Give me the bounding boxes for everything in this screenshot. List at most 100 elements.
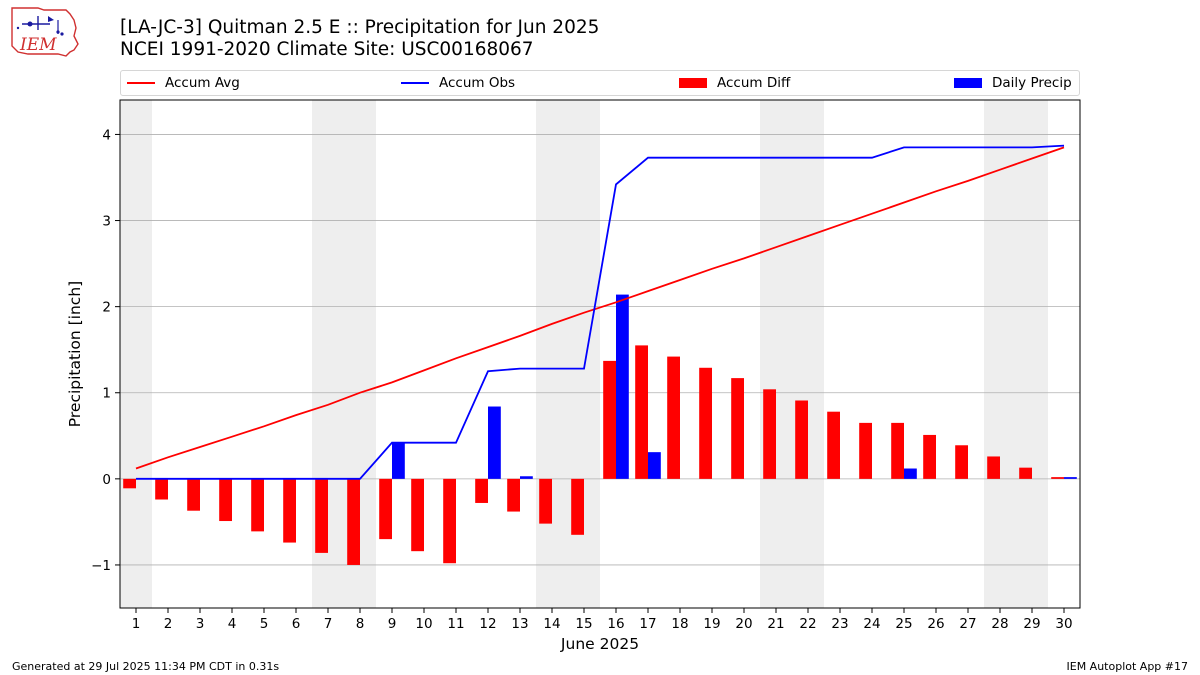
chart-legend: Accum Avg Accum Obs Accum Diff Daily Pre… bbox=[120, 70, 1080, 96]
legend-label-accum-avg: Accum Avg bbox=[165, 75, 240, 91]
accum-diff-bar bbox=[315, 478, 328, 553]
accum-diff-bar bbox=[699, 367, 712, 479]
daily-precip-bar bbox=[488, 406, 501, 479]
legend-item-accum-avg: Accum Avg bbox=[127, 71, 240, 95]
x-tick-label: 8 bbox=[356, 616, 365, 632]
accum-diff-bar bbox=[603, 360, 616, 479]
accum-diff-bar bbox=[539, 478, 552, 524]
x-tick-label: 29 bbox=[1023, 616, 1040, 632]
legend-swatch-accum-avg bbox=[127, 82, 155, 84]
x-tick-label: 30 bbox=[1055, 616, 1072, 632]
x-tick-label: 22 bbox=[799, 616, 816, 632]
legend-swatch-daily-precip bbox=[954, 78, 982, 88]
x-tick-label: 9 bbox=[388, 616, 397, 632]
accum-diff-bar bbox=[795, 400, 808, 479]
x-tick-label: 16 bbox=[607, 616, 624, 632]
accum-diff-bar bbox=[859, 422, 872, 479]
accum-diff-bar bbox=[475, 478, 488, 503]
accum-diff-bar bbox=[187, 478, 200, 511]
x-tick-label: 5 bbox=[260, 616, 269, 632]
accum-diff-bar bbox=[347, 478, 360, 565]
accum-diff-bar bbox=[411, 478, 424, 552]
x-tick-label: 19 bbox=[703, 616, 720, 632]
accum-diff-bar bbox=[763, 389, 776, 479]
footer-app-text: IEM Autoplot App #17 bbox=[1066, 660, 1189, 673]
accum-diff-bar bbox=[827, 411, 840, 479]
weekend-shade bbox=[984, 100, 1016, 608]
accum-diff-bar bbox=[1051, 477, 1064, 479]
y-tick-label: −1 bbox=[91, 558, 111, 574]
x-tick-label: 27 bbox=[959, 616, 976, 632]
daily-precip-bar bbox=[1064, 477, 1077, 479]
x-tick-label: 21 bbox=[767, 616, 784, 632]
legend-item-accum-obs: Accum Obs bbox=[401, 71, 515, 95]
x-tick-label: 10 bbox=[415, 616, 432, 632]
y-axis-label: Precipitation [inch] bbox=[66, 281, 84, 427]
accum-diff-bar bbox=[667, 356, 680, 479]
x-tick-label: 20 bbox=[735, 616, 752, 632]
daily-precip-bar bbox=[904, 468, 917, 479]
plot-frame bbox=[119, 99, 1081, 609]
accum-diff-bar bbox=[731, 378, 744, 479]
accum-diff-bar bbox=[891, 422, 904, 479]
weekend-shade bbox=[760, 100, 792, 608]
legend-label-daily-precip: Daily Precip bbox=[992, 75, 1072, 91]
x-tick-label: 23 bbox=[831, 616, 848, 632]
y-tick-label: 3 bbox=[102, 214, 111, 230]
accum-diff-bar bbox=[1019, 467, 1032, 479]
accum-diff-bar bbox=[379, 478, 392, 540]
x-tick-label: 1 bbox=[132, 616, 141, 632]
iem-logo: IEM bbox=[11, 7, 79, 57]
x-tick-label: 6 bbox=[292, 616, 301, 632]
legend-item-daily-precip: Daily Precip bbox=[954, 71, 1072, 95]
y-tick-label: 2 bbox=[102, 300, 111, 316]
x-tick-label: 14 bbox=[543, 616, 560, 632]
x-tick-label: 4 bbox=[228, 616, 237, 632]
accum-diff-bar bbox=[635, 345, 648, 479]
accum-diff-bar bbox=[571, 478, 584, 535]
legend-label-accum-obs: Accum Obs bbox=[439, 75, 516, 91]
x-tick-label: 18 bbox=[671, 616, 688, 632]
x-tick-label: 24 bbox=[863, 616, 880, 632]
footer-generated-text: Generated at 29 Jul 2025 11:34 PM CDT in… bbox=[12, 660, 280, 673]
accum-avg-line bbox=[135, 146, 1065, 470]
chart-title: [LA-JC-3] Quitman 2.5 E :: Precipitation… bbox=[120, 17, 600, 38]
logo-text: IEM bbox=[19, 35, 57, 55]
legend-label-accum-diff: Accum Diff bbox=[717, 75, 791, 91]
weekend-shade bbox=[1016, 100, 1048, 608]
y-tick-label: 1 bbox=[102, 386, 111, 402]
accum-diff-bar bbox=[123, 478, 136, 489]
weekend-shade bbox=[536, 100, 568, 608]
x-tick-label: 2 bbox=[164, 616, 173, 632]
accum-diff-bar bbox=[507, 478, 520, 512]
x-axis-label: June 2025 bbox=[560, 635, 639, 653]
daily-precip-bar bbox=[392, 442, 405, 479]
x-tick-label: 3 bbox=[196, 616, 205, 632]
accum-diff-bar bbox=[923, 434, 936, 479]
weekend-shade bbox=[120, 100, 152, 608]
x-tick-label: 7 bbox=[324, 616, 333, 632]
daily-precip-bar bbox=[648, 452, 661, 479]
y-tick-label: 4 bbox=[102, 127, 111, 143]
legend-swatch-accum-obs bbox=[401, 82, 429, 84]
accum-diff-bar bbox=[155, 478, 168, 500]
legend-item-accum-diff: Accum Diff bbox=[679, 71, 790, 95]
x-tick-label: 15 bbox=[575, 616, 592, 632]
y-tick-label: 0 bbox=[102, 472, 111, 488]
accum-diff-bar bbox=[251, 478, 264, 532]
x-tick-label: 11 bbox=[447, 616, 464, 632]
legend-swatch-accum-diff bbox=[679, 78, 707, 88]
accum-diff-bar bbox=[443, 478, 456, 564]
daily-precip-bar bbox=[520, 476, 533, 479]
x-tick-label: 28 bbox=[991, 616, 1008, 632]
x-tick-label: 17 bbox=[639, 616, 656, 632]
x-tick-label: 25 bbox=[895, 616, 912, 632]
x-tick-label: 12 bbox=[479, 616, 496, 632]
accum-diff-bar bbox=[219, 478, 232, 522]
accum-diff-bar bbox=[283, 478, 296, 543]
accum-obs-line bbox=[136, 144, 1065, 480]
x-tick-label: 26 bbox=[927, 616, 944, 632]
x-tick-label: 13 bbox=[511, 616, 528, 632]
accum-diff-bar bbox=[955, 445, 968, 479]
